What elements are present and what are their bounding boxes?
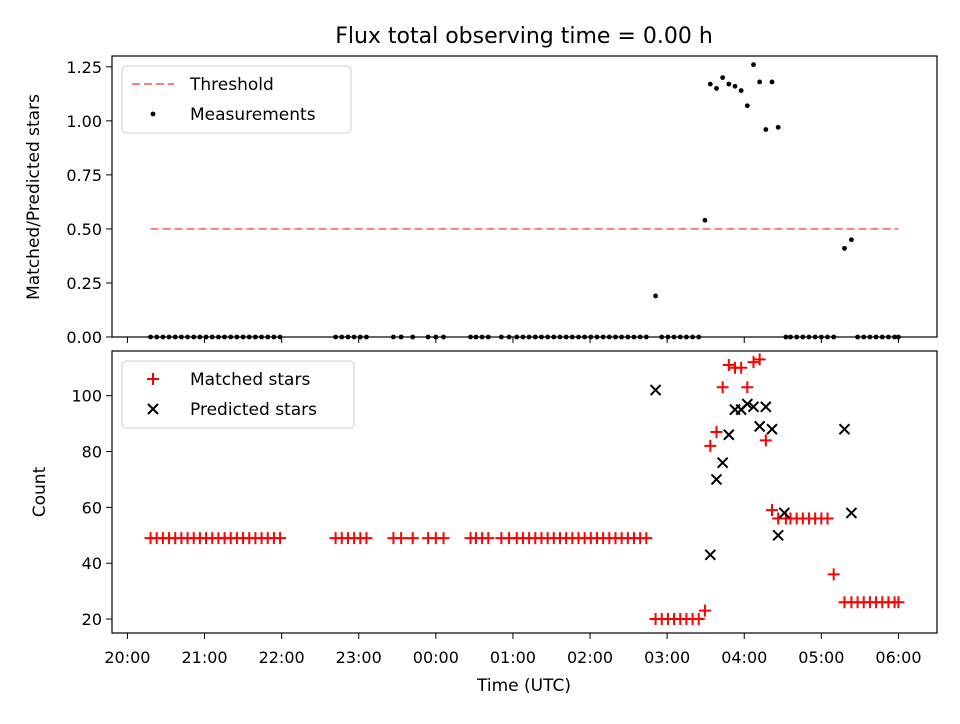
matched-stars-point bbox=[747, 356, 760, 369]
measurements-point bbox=[775, 124, 781, 130]
predicted-stars-point bbox=[741, 398, 754, 410]
x-tick-label: 02:00 bbox=[567, 648, 613, 667]
matched-stars-point bbox=[482, 532, 495, 545]
predicted-stars-point bbox=[766, 423, 778, 435]
x-tick-label: 22:00 bbox=[259, 648, 305, 667]
measurements-point bbox=[763, 127, 769, 132]
measurements-point bbox=[732, 83, 738, 89]
bottom-legend: Matched stars Predicted stars bbox=[121, 360, 355, 429]
top-y-axis-label: Matched/Predicted stars bbox=[24, 94, 44, 300]
legend-measurements-label: Measurements bbox=[190, 105, 316, 125]
predicted-stars-point bbox=[753, 420, 766, 433]
x-tick-label: 23:00 bbox=[336, 648, 382, 667]
measurements-point bbox=[751, 62, 756, 68]
measurements-point bbox=[707, 81, 713, 87]
matched-stars-point bbox=[716, 381, 729, 394]
bot-y-tick-label: 80 bbox=[82, 443, 102, 462]
matched-stars-point bbox=[704, 439, 717, 452]
legend-measurements-swatch bbox=[150, 111, 156, 117]
bottom-y-axis-label: Count bbox=[30, 466, 50, 517]
measurements-point bbox=[849, 237, 854, 243]
x-tick-label: 20:00 bbox=[104, 648, 150, 667]
bot-y-tick-label: 60 bbox=[82, 498, 102, 517]
top-legend: Threshold Measurements bbox=[121, 65, 352, 134]
matched-stars-point bbox=[360, 532, 373, 545]
predicted-stars-point bbox=[778, 507, 791, 519]
predicted-stars-point bbox=[845, 507, 858, 519]
measurements-point bbox=[757, 79, 763, 85]
x-tick-label: 04:00 bbox=[721, 648, 767, 667]
x-tick-label: 03:00 bbox=[644, 648, 690, 667]
top-y-tick-label: 1.25 bbox=[66, 58, 102, 77]
top-panel: 0.00 0.25 0.50 0.75 1.00 1.25 Matched/Predict… bbox=[24, 55, 938, 347]
predicted-stars-point bbox=[772, 529, 784, 541]
matched-stars-point bbox=[692, 613, 705, 626]
legend-predicted-swatch bbox=[147, 403, 159, 415]
predicted-stars-point bbox=[747, 401, 760, 413]
matched-stars-point bbox=[821, 512, 834, 525]
matched-stars-point bbox=[759, 434, 772, 447]
matched-stars-point bbox=[735, 361, 748, 374]
legend-matched-swatch bbox=[147, 373, 159, 385]
x-axis-label: Time (UTC) bbox=[476, 676, 571, 696]
measurements-point bbox=[769, 79, 775, 85]
top-y-tick-label: 0.00 bbox=[66, 328, 102, 347]
top-y-tick-label: 0.50 bbox=[66, 220, 102, 239]
measurements-point bbox=[702, 217, 708, 223]
predicted-stars-point bbox=[723, 429, 735, 441]
matched-stars-point bbox=[698, 604, 711, 617]
predicted-stars-point bbox=[838, 423, 851, 435]
matched-stars-point bbox=[753, 353, 766, 366]
chart-title: Flux total observing time = 0.00 h bbox=[335, 24, 713, 49]
x-tick-label: 21:00 bbox=[181, 648, 227, 667]
top-y-tick-label: 0.75 bbox=[66, 166, 102, 185]
measurements-point bbox=[842, 245, 847, 251]
measurements-point bbox=[653, 293, 658, 299]
bot-y-tick-label: 40 bbox=[82, 554, 102, 573]
bottom-panel: 20 40 60 80 100 20:00 21:00 22:00 23:00 00:00 01:… bbox=[30, 350, 938, 696]
predicted-stars-point bbox=[760, 401, 772, 413]
matched-stars-point bbox=[741, 381, 754, 394]
top-y-tick-label: 0.25 bbox=[66, 274, 102, 293]
bot-y-tick-label: 100 bbox=[71, 387, 102, 406]
x-tick-label: 00:00 bbox=[413, 648, 459, 667]
legend-threshold-label: Threshold bbox=[189, 75, 274, 95]
matched-stars-point bbox=[766, 504, 778, 517]
predicted-stars-point bbox=[716, 456, 729, 469]
legend-matched-label: Matched stars bbox=[190, 370, 310, 390]
matched-stars-point bbox=[722, 358, 735, 371]
measurements-point bbox=[744, 103, 750, 109]
matched-stars-point bbox=[274, 532, 287, 545]
measurements-point bbox=[738, 88, 744, 93]
matched-stars-point bbox=[827, 568, 840, 581]
x-tick-label: 01:00 bbox=[490, 648, 536, 667]
matched-stars-point bbox=[640, 532, 653, 545]
matched-stars-point bbox=[710, 425, 723, 438]
measurements-point bbox=[726, 81, 732, 87]
top-y-tick-label: 1.00 bbox=[66, 112, 102, 131]
predicted-stars-point bbox=[710, 473, 723, 486]
measurements-point bbox=[720, 75, 726, 81]
top-panel-frame bbox=[111, 55, 938, 338]
legend-predicted-label: Predicted stars bbox=[190, 400, 317, 420]
predicted-stars-point bbox=[704, 549, 717, 561]
measurements-point bbox=[714, 86, 719, 91]
matched-stars-point bbox=[892, 596, 905, 609]
matched-stars-point bbox=[406, 532, 419, 545]
x-tick-label: 06:00 bbox=[875, 648, 921, 667]
bot-y-tick-label: 20 bbox=[82, 610, 102, 629]
predicted-stars-point bbox=[649, 384, 662, 396]
matched-stars-point bbox=[395, 532, 408, 545]
x-tick-label: 05:00 bbox=[798, 648, 844, 667]
bottom-panel-frame bbox=[111, 350, 938, 634]
matched-stars-point bbox=[437, 532, 450, 545]
